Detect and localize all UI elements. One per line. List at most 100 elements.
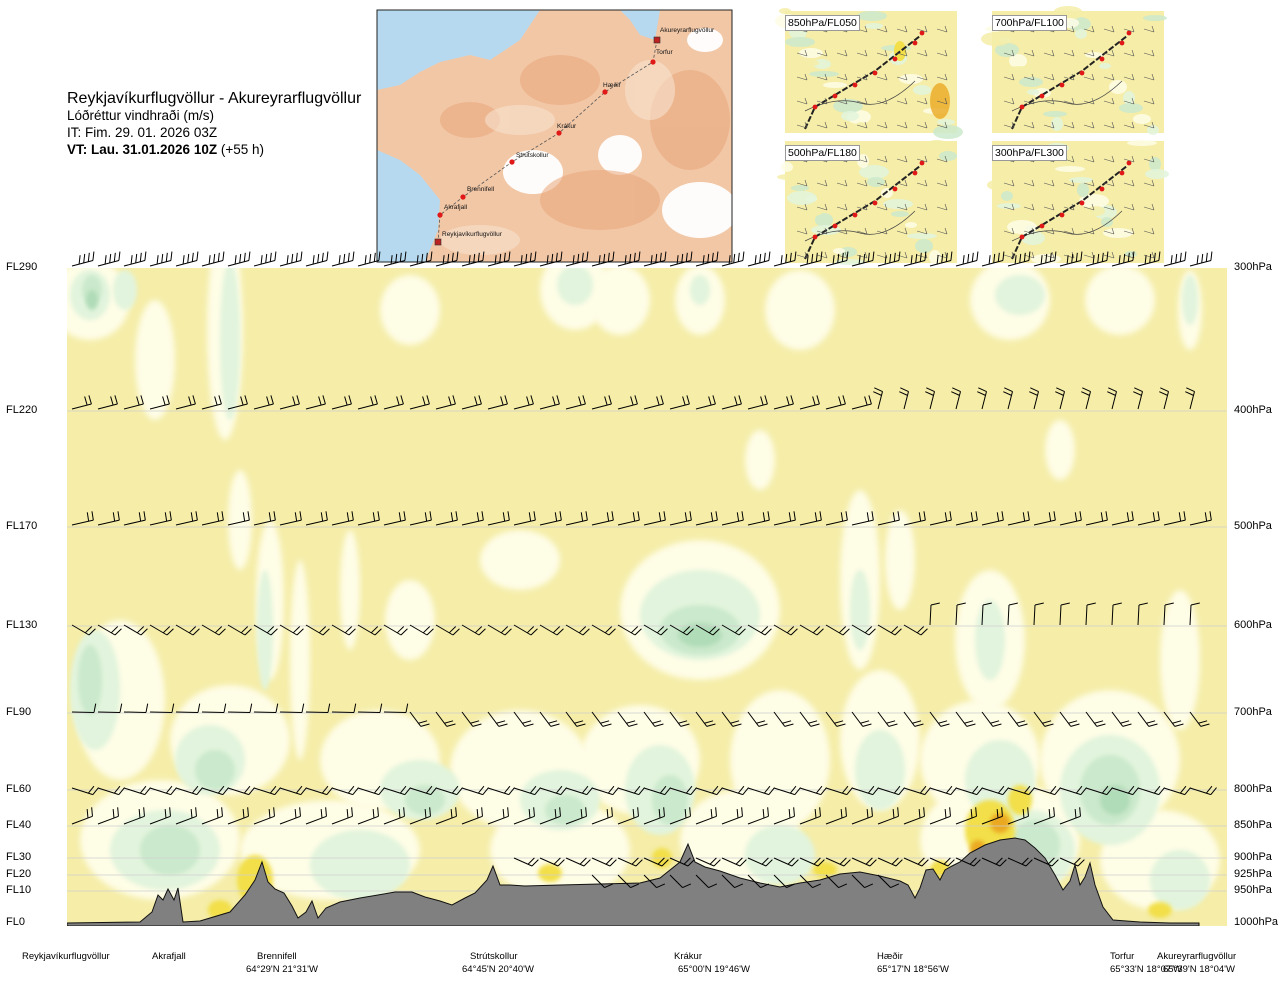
waypoint-label: Torfur bbox=[656, 49, 673, 56]
wind-barb bbox=[71, 807, 93, 825]
wind-barb bbox=[227, 624, 252, 636]
wind-barb bbox=[643, 807, 665, 825]
wind-barb bbox=[97, 511, 120, 526]
variable-subtitle: Lóðréttur vindhraði (m/s) bbox=[67, 108, 215, 123]
wind-barb bbox=[331, 624, 356, 636]
pressure-level-label: 950hPa bbox=[1234, 884, 1272, 896]
location-coord: 65°00'N 19°46'W bbox=[678, 964, 750, 975]
velocity-contour bbox=[678, 623, 722, 647]
wind-barb bbox=[435, 807, 457, 825]
waypoint-marker bbox=[556, 130, 562, 136]
wind-barb bbox=[513, 785, 541, 796]
wind-barb bbox=[149, 395, 170, 410]
wind-barb bbox=[149, 807, 171, 825]
wind-barb bbox=[929, 711, 950, 727]
wind-barb bbox=[435, 785, 463, 796]
wind-barb bbox=[201, 395, 222, 410]
wind-barb bbox=[591, 785, 619, 796]
flight-level-label: FL90 bbox=[6, 706, 32, 718]
wind-barb bbox=[71, 251, 95, 267]
wind-barb bbox=[617, 874, 640, 889]
mini-panel bbox=[987, 140, 1169, 264]
flight-level-label: FL290 bbox=[6, 261, 38, 273]
wind-barb bbox=[435, 251, 459, 267]
wind-barb bbox=[799, 511, 822, 526]
wind-barb bbox=[1185, 387, 1195, 410]
wind-barb bbox=[539, 711, 560, 727]
wind-barb bbox=[1033, 807, 1055, 825]
wind-barb bbox=[773, 857, 799, 867]
wind-barb bbox=[903, 807, 925, 825]
velocity-contour bbox=[1045, 420, 1075, 480]
wind-barb bbox=[123, 785, 151, 796]
wind-barb bbox=[903, 857, 929, 867]
wind-barb bbox=[565, 785, 593, 796]
wind-barb bbox=[201, 703, 227, 713]
wind-barb bbox=[97, 807, 119, 825]
pressure-level-label: 800hPa bbox=[1234, 783, 1272, 795]
valid-time: VT: Lau. 31.01.2026 10Z (+55 h) bbox=[67, 141, 361, 158]
wind-barb bbox=[227, 251, 251, 267]
wind-barb bbox=[1007, 511, 1030, 526]
velocity-contour bbox=[1150, 850, 1210, 910]
wind-barb bbox=[409, 251, 433, 267]
wind-barb bbox=[227, 511, 250, 526]
wind-barb bbox=[565, 807, 587, 825]
wind-barb bbox=[1033, 785, 1061, 796]
wind-barb bbox=[279, 624, 304, 636]
velocity-contour bbox=[290, 560, 310, 760]
wind-barb bbox=[305, 511, 328, 526]
wind-barb bbox=[773, 251, 797, 267]
wind-barb bbox=[175, 251, 199, 267]
wind-barb bbox=[877, 511, 900, 526]
wind-barb bbox=[591, 251, 615, 267]
velocity-contour bbox=[652, 775, 688, 825]
wind-barb bbox=[1085, 251, 1109, 267]
wind-barb bbox=[591, 624, 616, 636]
wind-barb bbox=[955, 511, 978, 526]
wind-barb bbox=[617, 251, 641, 267]
wind-barb bbox=[539, 857, 565, 867]
wind-barb bbox=[279, 395, 300, 410]
wind-barb bbox=[877, 624, 902, 636]
velocity-contour bbox=[1160, 590, 1200, 730]
velocity-contour bbox=[745, 430, 775, 490]
wind-barb bbox=[279, 251, 303, 267]
velocity-contour bbox=[995, 275, 1045, 315]
location-coord: 64°29'N 21°31'W bbox=[246, 964, 318, 975]
wind-barb bbox=[747, 874, 770, 889]
wind-barb bbox=[825, 251, 849, 267]
route-line: Akureyrarflugvöllur Torfur Hæðir Krákur Strú… bbox=[434, 27, 715, 246]
wind-barb bbox=[331, 807, 353, 825]
wind-barb bbox=[149, 511, 172, 526]
velocity-contour bbox=[975, 600, 1005, 680]
wind-barb bbox=[721, 251, 745, 267]
flight-level-label: FL60 bbox=[6, 783, 32, 795]
wind-barb bbox=[1033, 251, 1057, 267]
wind-barb bbox=[487, 624, 512, 636]
wind-barb bbox=[643, 251, 667, 267]
wind-barb bbox=[747, 807, 769, 825]
wind-barb bbox=[877, 874, 900, 889]
waypoint-marker bbox=[602, 89, 608, 95]
wind-barb bbox=[201, 624, 226, 636]
wind-barb bbox=[851, 874, 874, 889]
wind-barb bbox=[1007, 711, 1028, 727]
wind-barb bbox=[955, 857, 981, 867]
wind-barb bbox=[1085, 511, 1108, 526]
waypoint-label: Hæðir bbox=[603, 81, 622, 89]
wind-barb bbox=[1163, 711, 1184, 727]
wind-barb bbox=[513, 807, 535, 825]
wind-barb bbox=[617, 807, 639, 825]
waypoint-marker bbox=[460, 194, 466, 200]
wind-barb bbox=[799, 857, 825, 867]
wind-barb bbox=[513, 395, 534, 410]
wind-barb bbox=[721, 711, 742, 727]
velocity-contour bbox=[86, 290, 98, 310]
wind-barb bbox=[1133, 387, 1143, 410]
wind-barb bbox=[487, 711, 508, 727]
velocity-contour bbox=[310, 830, 410, 900]
wind-barb bbox=[383, 703, 409, 713]
wind-barb bbox=[851, 807, 873, 825]
wind-barb bbox=[851, 511, 874, 526]
